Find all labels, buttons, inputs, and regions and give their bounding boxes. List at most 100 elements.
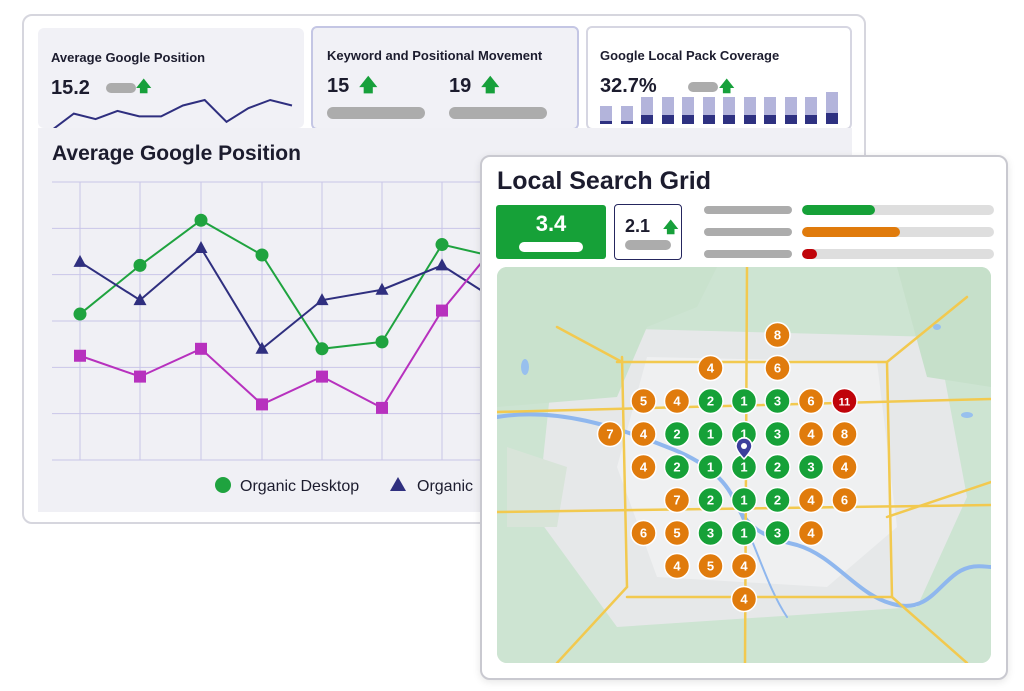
- grid-pin[interactable]: 4: [730, 585, 758, 613]
- grid-pin[interactable]: 4: [630, 420, 657, 448]
- series-third: [74, 231, 508, 414]
- grid-pin-rank: 2: [774, 460, 781, 475]
- grid-pin[interactable]: 8: [764, 321, 791, 349]
- data-point[interactable]: [375, 282, 389, 295]
- data-point[interactable]: [255, 341, 269, 354]
- data-point[interactable]: [194, 241, 208, 254]
- grid-pin-circle: [831, 486, 858, 514]
- data-point[interactable]: [375, 335, 389, 349]
- grid-pin[interactable]: 1: [697, 453, 724, 481]
- grid-pin-circle: [797, 519, 825, 547]
- grid-pin[interactable]: 2: [764, 486, 791, 514]
- grid-pin[interactable]: 1: [730, 486, 758, 514]
- grid-pin[interactable]: 2: [697, 387, 724, 415]
- grid-pin-circle: [697, 354, 724, 382]
- grid-pin[interactable]: 7: [596, 420, 624, 448]
- data-point[interactable]: [255, 248, 269, 262]
- grid-pin[interactable]: 6: [831, 486, 858, 514]
- coverage-bar: [805, 96, 817, 124]
- grid-pin[interactable]: 4: [663, 387, 691, 415]
- rank-bar-label: [704, 250, 792, 258]
- grid-pin[interactable]: 1: [697, 420, 724, 448]
- grid-pin-circle: [630, 453, 657, 481]
- data-point[interactable]: [376, 401, 388, 414]
- grid-pin[interactable]: 4: [797, 420, 825, 448]
- grid-pin-rank: 2: [673, 427, 680, 442]
- data-point[interactable]: [134, 370, 146, 383]
- card-title: Keyword and Positional Movement: [327, 48, 543, 63]
- grid-pin[interactable]: 6: [630, 519, 657, 547]
- grid-pin-rank: 4: [841, 460, 849, 475]
- grid-pin[interactable]: 5: [663, 519, 691, 547]
- grid-pin[interactable]: 4: [630, 453, 657, 481]
- grid-pin-rank: 2: [707, 394, 714, 409]
- grid-pin[interactable]: 4: [663, 552, 691, 580]
- grid-pin[interactable]: 4: [831, 453, 858, 481]
- data-point[interactable]: [436, 304, 448, 317]
- grid-pin-circle: [663, 552, 691, 580]
- grid-pin[interactable]: 2: [663, 420, 691, 448]
- rank-bar-bottom: [802, 249, 994, 259]
- data-point[interactable]: [73, 307, 87, 321]
- average-position-value: 15.2: [51, 77, 90, 99]
- grid-pin-circle: [831, 453, 858, 481]
- grid-pin[interactable]: 11: [831, 387, 858, 415]
- grid-pin[interactable]: 2: [663, 453, 691, 481]
- grid-pin-rank: 4: [807, 493, 815, 508]
- map-canvas: 84 65 4 2 1 3 6 117 4 2 1 1 3 4 84 2 1 1 2 3 47 2 1 2 4 66 5 3 1 3 44 5…: [497, 267, 991, 663]
- data-point[interactable]: [316, 370, 328, 383]
- score-value: 3.4: [535, 211, 567, 236]
- data-point[interactable]: [133, 258, 147, 272]
- data-point[interactable]: [194, 213, 208, 227]
- data-point[interactable]: [315, 293, 329, 306]
- grid-pin[interactable]: 7: [663, 486, 691, 514]
- average-rank-score[interactable]: 3.4: [496, 205, 606, 259]
- grid-pin[interactable]: 4: [730, 552, 758, 580]
- secondary-score[interactable]: 2.1 🡅: [614, 204, 682, 260]
- grid-pin[interactable]: 4: [697, 354, 724, 382]
- grid-pin-circle: [730, 552, 758, 580]
- rank-bar-fill: [802, 227, 900, 237]
- grid-pin[interactable]: 2: [764, 453, 791, 481]
- data-point[interactable]: [74, 349, 86, 362]
- grid-pin[interactable]: 3: [697, 519, 724, 547]
- grid-pin[interactable]: 5: [697, 552, 724, 580]
- grid-pin[interactable]: 8: [831, 420, 858, 448]
- grid-pins: 84 65 4 2 1 3 6 117 4 2 1 1 3 4 84 2 1 1 2 3 47 2 1 2 4 66 5 3 1 3 44 5…: [596, 321, 858, 613]
- secondary-score-value: 2.1: [625, 216, 651, 236]
- coverage-bar-chart: [600, 92, 844, 124]
- grid-pin[interactable]: 5: [630, 387, 657, 415]
- lakes: [521, 324, 973, 418]
- data-point[interactable]: [435, 238, 449, 252]
- grid-pin-circle: [764, 453, 791, 481]
- grid-pin[interactable]: 1: [730, 387, 758, 415]
- data-point[interactable]: [195, 342, 207, 355]
- data-point[interactable]: [315, 342, 329, 356]
- grid-pin-circle: [797, 453, 825, 481]
- grid-pin[interactable]: 3: [764, 519, 791, 547]
- grid-pin-rank: 1: [740, 460, 747, 475]
- data-point[interactable]: [256, 398, 268, 411]
- grid-map[interactable]: 8 4 6 5 4 2 1 3 6 11 7 4 2 1 1 3 4 8 4 2 1 1 2 3 4 7 2 1 2 4 6 6 5 3 1 3 4 4 5…: [497, 267, 991, 663]
- grid-pin[interactable]: 6: [764, 354, 791, 382]
- coverage-bar: [764, 96, 776, 124]
- grid-pin-circle: [663, 420, 691, 448]
- grid-pin-circle: [797, 387, 825, 415]
- grid-pin[interactable]: 3: [764, 420, 791, 448]
- center-location-pin[interactable]: [735, 437, 753, 461]
- grid-pin[interactable]: 2: [697, 486, 724, 514]
- card-title: Average Google Position: [51, 50, 206, 65]
- card-average-position[interactable]: Average Google Position 15.2 🡅: [38, 28, 304, 128]
- data-point[interactable]: [133, 293, 147, 306]
- grid-pin[interactable]: 6: [797, 387, 825, 415]
- grid-pin[interactable]: 3: [797, 453, 825, 481]
- grid-pin[interactable]: 3: [764, 387, 791, 415]
- coverage-bar-fill: [784, 115, 797, 124]
- data-point[interactable]: [435, 258, 449, 271]
- grid-pin[interactable]: 4: [797, 519, 825, 547]
- grid-pin-circle: [764, 420, 791, 448]
- grid-pin-circle: [697, 420, 724, 448]
- grid-pin[interactable]: 4: [797, 486, 825, 514]
- grid-pin[interactable]: 1: [730, 519, 758, 547]
- data-point[interactable]: [73, 254, 87, 267]
